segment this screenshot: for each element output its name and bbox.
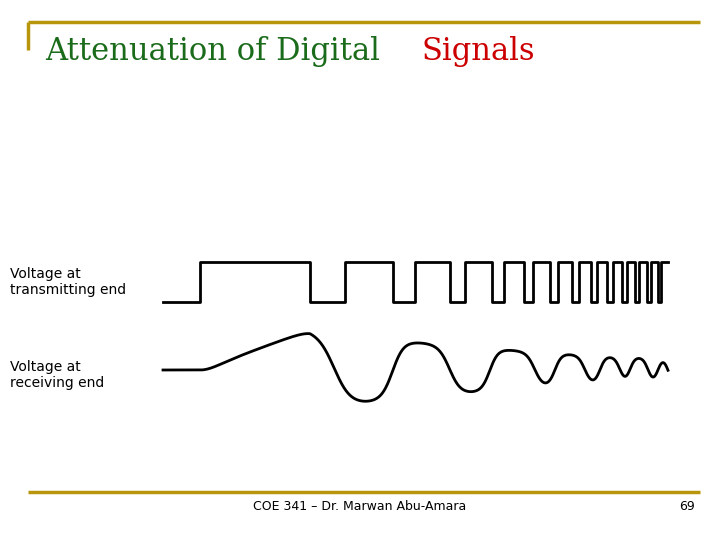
Text: Attenuation of Digital: Attenuation of Digital [45,36,390,67]
Text: COE 341 – Dr. Marwan Abu-Amara: COE 341 – Dr. Marwan Abu-Amara [253,501,467,514]
Text: 69: 69 [679,501,695,514]
Text: Voltage at
receiving end: Voltage at receiving end [10,360,104,390]
Text: Signals: Signals [421,36,535,67]
Text: Voltage at
transmitting end: Voltage at transmitting end [10,267,126,297]
